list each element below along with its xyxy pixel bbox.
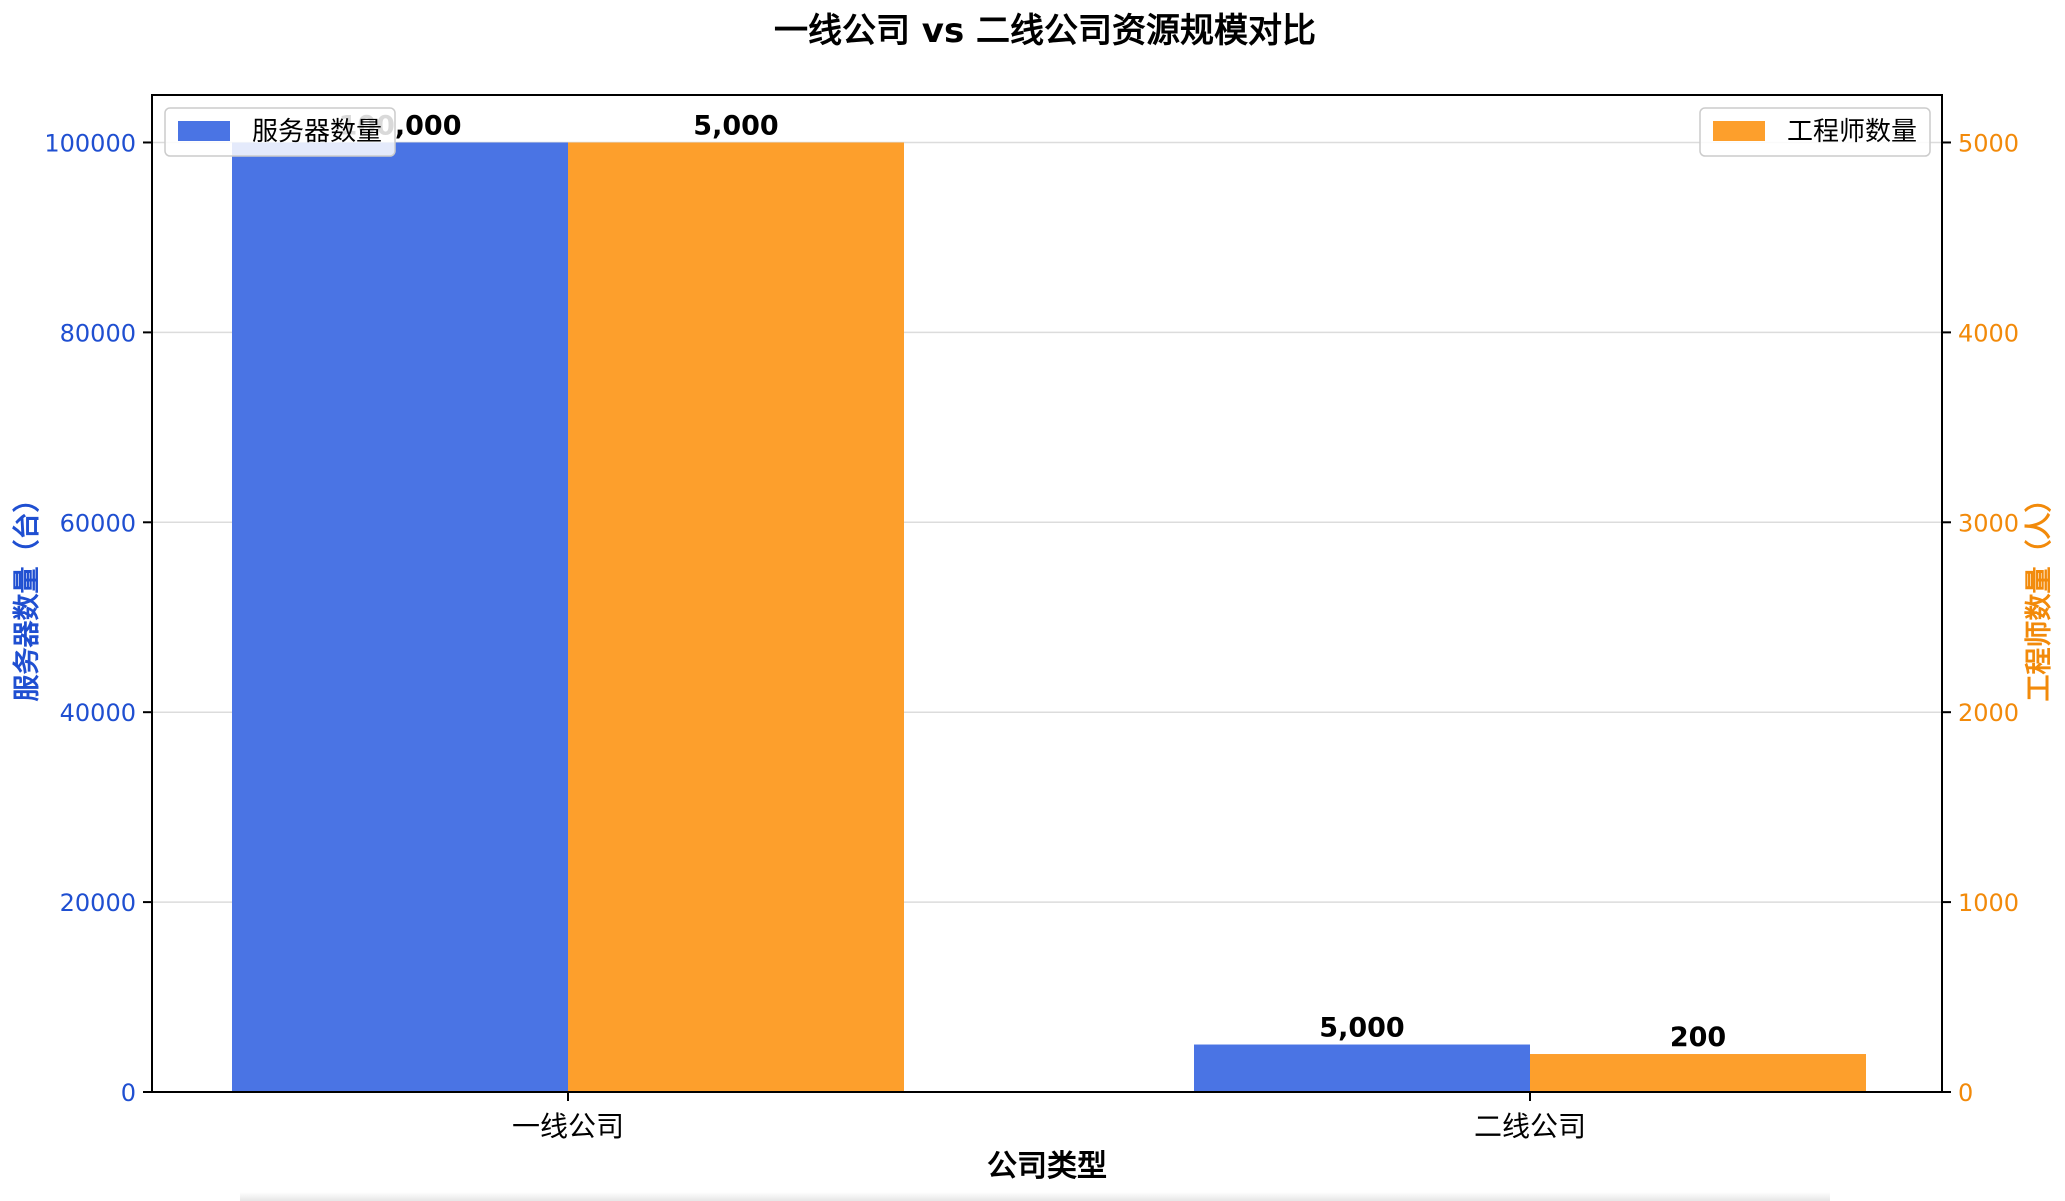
right-tick-label: 0 xyxy=(1958,1079,1973,1107)
bar-value-label-servers: 5,000 xyxy=(1319,1013,1404,1044)
left-tick-label: 40000 xyxy=(60,699,136,727)
right-tick-label: 1000 xyxy=(1958,889,2019,917)
bar-engineers xyxy=(1530,1054,1866,1092)
x-tick-label: 二线公司 xyxy=(1474,1110,1586,1143)
left-tick-label: 20000 xyxy=(60,889,136,917)
bar-engineers xyxy=(568,142,904,1092)
left-axis-label: 服务器数量（台） xyxy=(11,486,43,702)
left-tick-label: 100000 xyxy=(44,129,136,157)
right-tick-label: 4000 xyxy=(1958,319,2019,347)
legend-swatch-servers xyxy=(178,121,230,141)
x-axis-label: 公司类型 xyxy=(987,1149,1107,1184)
bar-servers xyxy=(1194,1044,1530,1092)
legend-label-engineers: 工程师数量 xyxy=(1787,117,1917,147)
legend-frame xyxy=(164,107,396,157)
legend-swatch-engineers xyxy=(1713,121,1765,141)
chart-title: 一线公司 vs 二线公司资源规模对比 xyxy=(774,11,1316,51)
right-tick-label: 5000 xyxy=(1958,129,2019,157)
legend-engineers: 工程师数量 xyxy=(1699,107,1931,157)
left-tick-label: 0 xyxy=(121,1079,136,1107)
right-y-axis: 0 1000 2000 3000 4000 5000 xyxy=(1942,129,2019,1107)
legend-servers: 服务器数量 xyxy=(164,107,396,157)
x-tick-label: 一线公司 xyxy=(512,1110,624,1143)
right-axis-label: 工程师数量（人） xyxy=(2024,486,2055,702)
legend-label-servers: 服务器数量 xyxy=(252,117,382,147)
bars-group xyxy=(232,142,1866,1092)
x-axis: 一线公司 二线公司 xyxy=(512,1092,1586,1143)
bar-value-label-engineers: 200 xyxy=(1670,1022,1726,1053)
left-tick-label: 60000 xyxy=(60,509,136,537)
bottom-shadow xyxy=(240,1192,1830,1201)
bar-servers xyxy=(232,142,568,1092)
bar-value-label-engineers: 5,000 xyxy=(693,110,778,141)
left-y-axis: 0 20000 40000 60000 80000 100000 xyxy=(44,95,153,1107)
right-tick-label: 2000 xyxy=(1958,699,2019,727)
right-tick-label: 3000 xyxy=(1958,509,2019,537)
left-tick-label: 80000 xyxy=(60,319,136,347)
legend-frame xyxy=(1699,107,1931,157)
